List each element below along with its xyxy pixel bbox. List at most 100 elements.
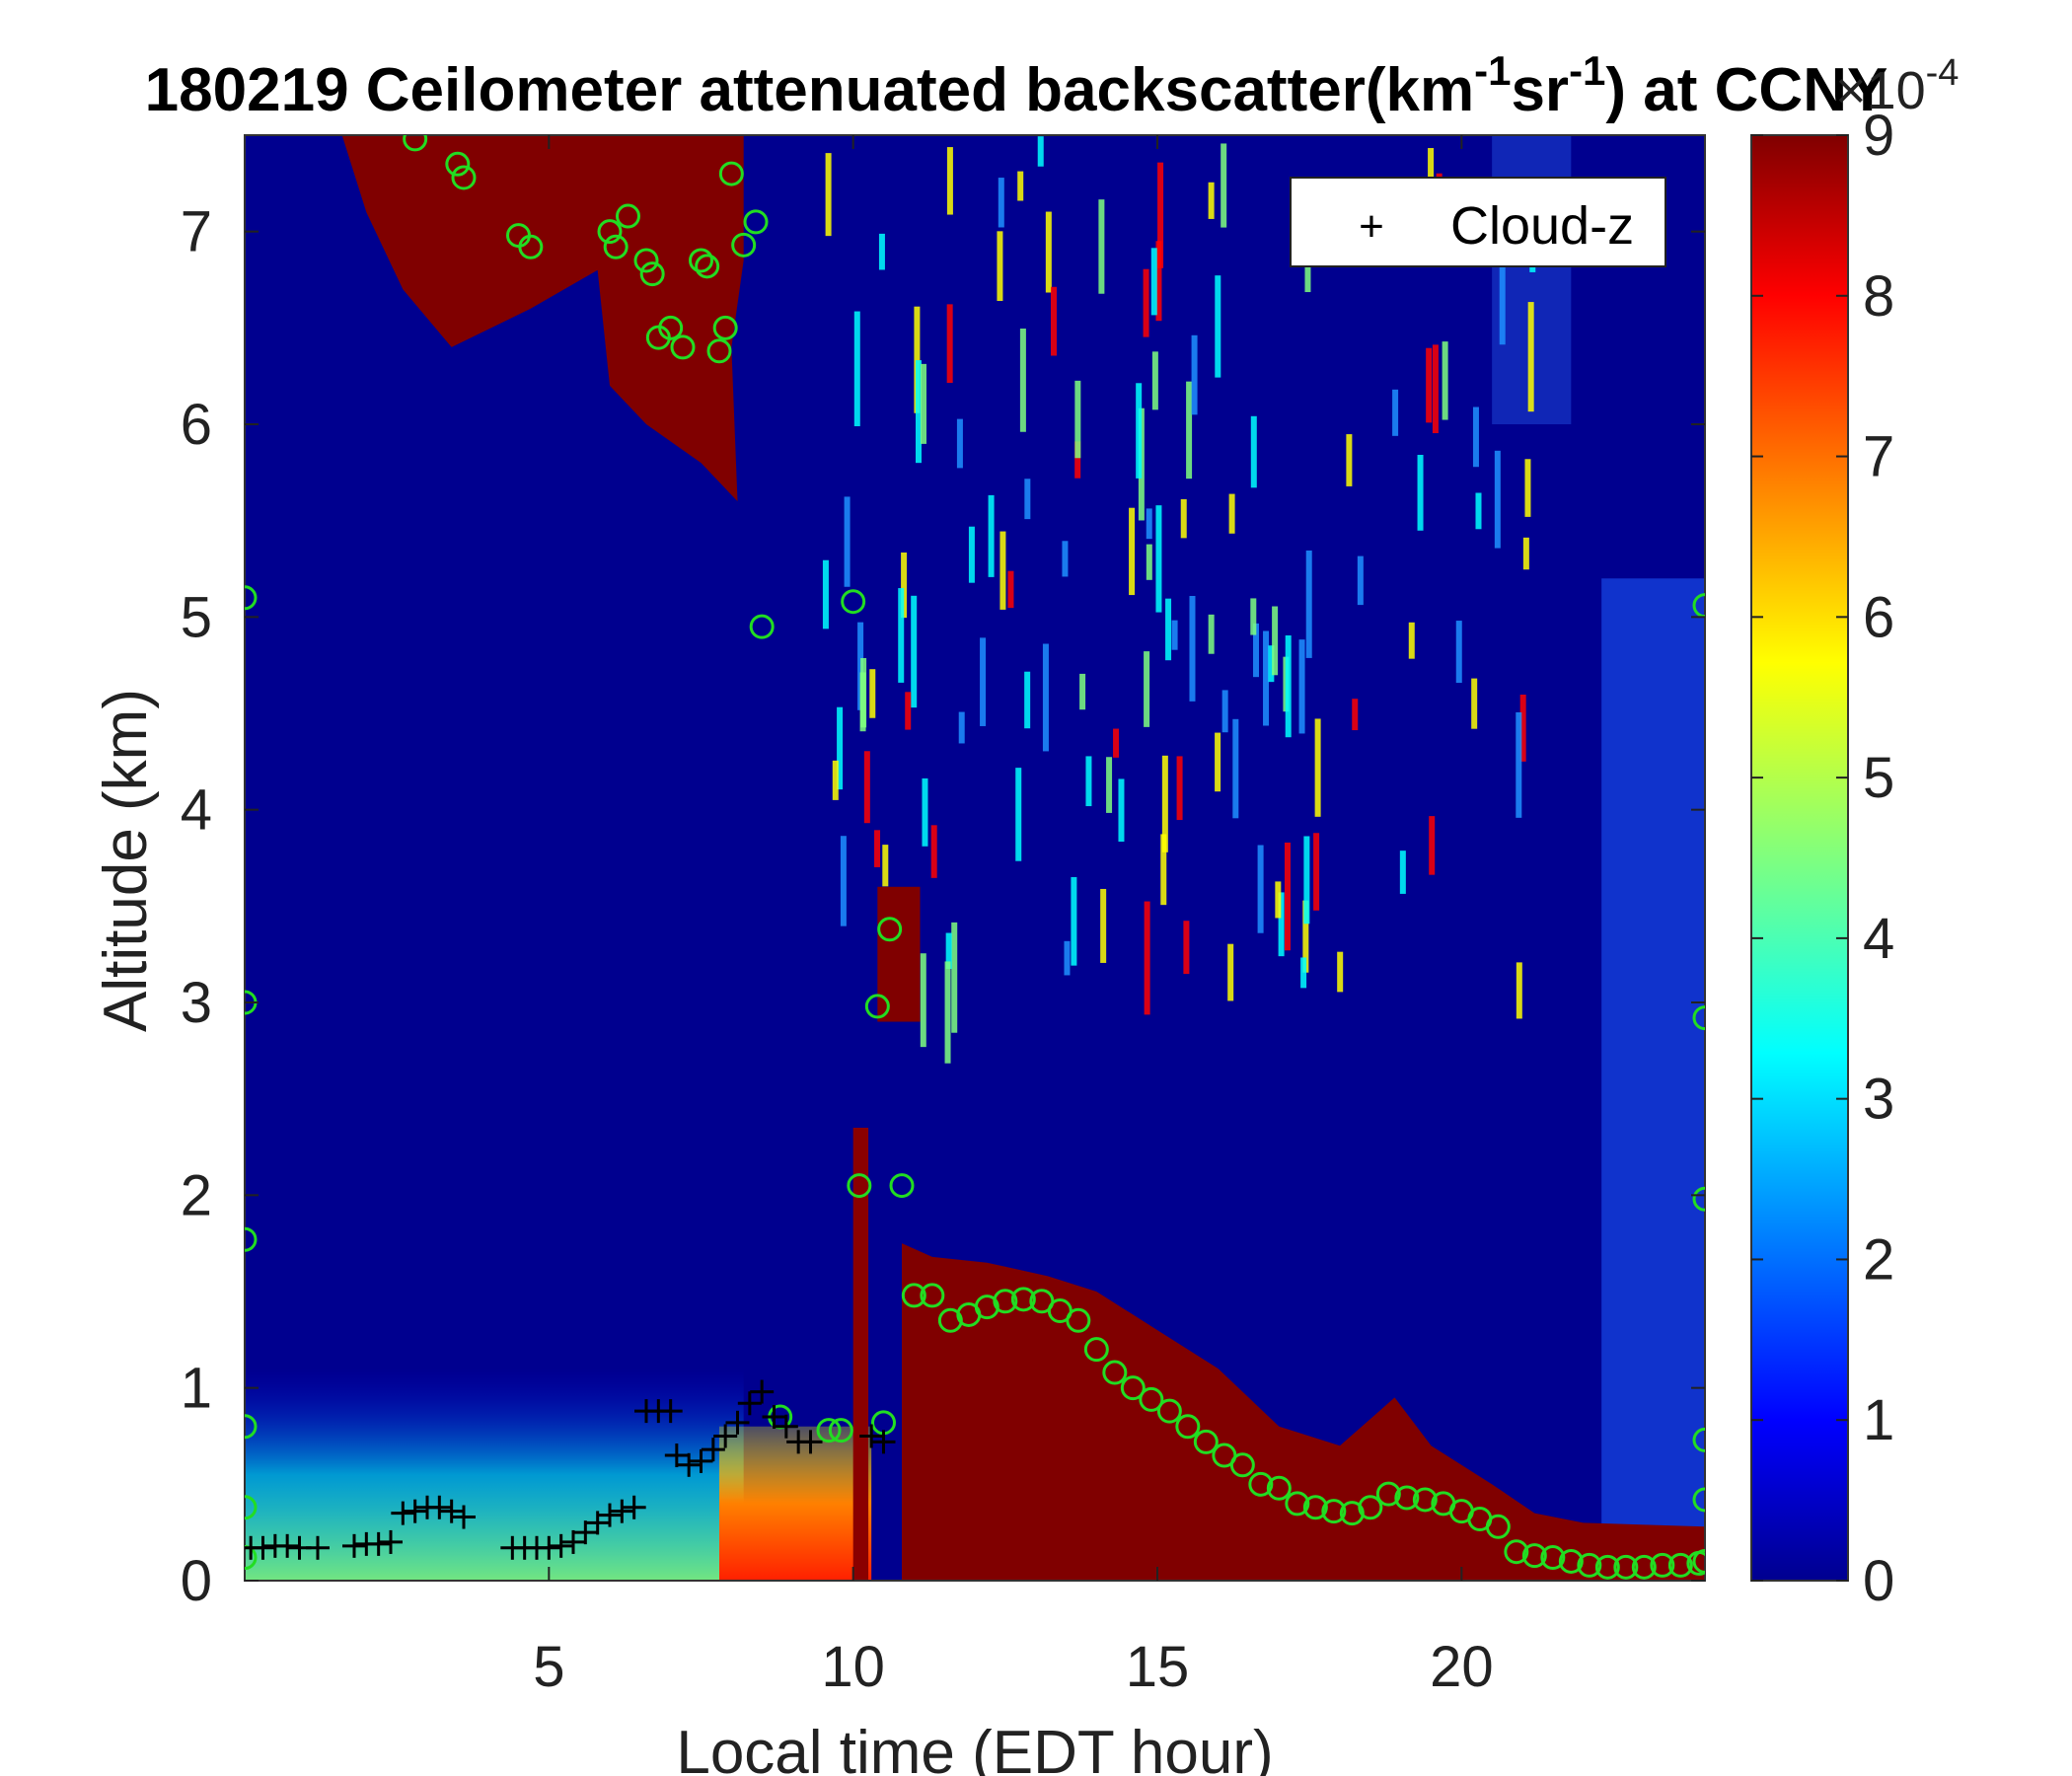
streak-texture — [1098, 199, 1105, 294]
plot-frame — [244, 134, 1706, 1582]
legend-marker: + — [1359, 202, 1384, 251]
streak-texture — [1064, 940, 1071, 976]
cloud-z-marker — [391, 1501, 415, 1525]
streak-texture — [1399, 851, 1406, 894]
streak-texture — [1313, 833, 1320, 911]
streak-texture — [968, 526, 975, 583]
y-tick-label: 0 — [181, 1549, 212, 1613]
pbl-height-marker — [1692, 1186, 1705, 1212]
streak-texture — [898, 588, 905, 683]
cloud-z-marker — [427, 1495, 452, 1519]
streak-texture — [944, 961, 951, 1064]
streak-texture — [1285, 635, 1292, 738]
colorbar-tick-label: 8 — [1863, 264, 1894, 329]
streak-texture — [1392, 389, 1399, 436]
streak-texture — [878, 233, 885, 270]
pbl-height-marker — [445, 151, 471, 177]
colorbar-tick-label: 6 — [1863, 585, 1894, 649]
streak-texture — [1191, 334, 1198, 415]
streak-texture — [1442, 341, 1448, 420]
streak-texture — [1300, 957, 1307, 989]
streak-texture — [945, 932, 952, 970]
cloud-z-marker — [573, 1520, 598, 1545]
cloud-z-marker — [701, 1438, 725, 1462]
streak-texture — [1051, 286, 1058, 356]
streak-texture — [1136, 383, 1143, 479]
axes-layer: 5 10 15 20 0 1 2 3 4 5 6 7 — [181, 135, 1705, 1699]
streak-texture — [1417, 454, 1424, 531]
streak-texture — [980, 637, 987, 726]
streak-texture — [1189, 596, 1196, 702]
upper-cloud-texture — [341, 135, 744, 502]
streak-texture — [1516, 711, 1522, 818]
streak-texture — [1171, 620, 1178, 650]
cloud-z-marker — [713, 1424, 738, 1448]
plot-area — [244, 134, 1706, 1582]
streak-texture — [837, 706, 844, 790]
pbl-height-marker — [901, 1283, 926, 1308]
pbl-height-marker — [1229, 1452, 1255, 1478]
plume-texture — [852, 1127, 869, 1581]
streak-texture — [1352, 699, 1359, 731]
y-tick-label: 7 — [181, 200, 212, 264]
streak-texture — [1250, 415, 1257, 488]
y-tick-label: 4 — [181, 778, 212, 843]
streak-texture — [1278, 892, 1285, 957]
colorbar-ticks: 0 1 2 3 4 5 6 7 8 9 — [1751, 104, 1894, 1613]
streak-texture — [1146, 544, 1152, 580]
streak-texture — [822, 559, 829, 629]
streak-texture — [859, 672, 866, 732]
streak-texture — [1074, 441, 1081, 479]
streak-texture — [1007, 570, 1014, 609]
pbl-height-marker — [1302, 1495, 1328, 1520]
pbl-height-marker — [1412, 1487, 1438, 1513]
pbl-height-marker — [1692, 1427, 1705, 1452]
streak-texture — [1522, 537, 1529, 570]
pbl-height-marker — [1521, 1543, 1547, 1569]
streak-texture — [1268, 645, 1275, 683]
streak-texture — [857, 622, 864, 710]
colorbar-tick-label: 9 — [1863, 104, 1894, 168]
cloud-z-marker — [664, 1443, 689, 1468]
streak-texture — [946, 147, 953, 215]
streak-texture — [1221, 143, 1227, 228]
pbl-height-marker — [889, 1173, 915, 1199]
streak-texture — [1228, 493, 1235, 534]
cloud-z-marker — [750, 1379, 775, 1404]
pbl-height-marker — [1686, 1550, 1705, 1576]
cloud-z-marker — [366, 1531, 391, 1556]
streak-texture — [1143, 268, 1149, 337]
pbl-height-marker — [1285, 1491, 1310, 1517]
cloud-z-marker — [549, 1533, 573, 1558]
pbl-height-marker — [1692, 1548, 1705, 1574]
streak-texture — [1113, 728, 1120, 758]
cloud-z-marker — [689, 1448, 713, 1473]
streak-texture — [1155, 241, 1162, 322]
streak-texture — [1208, 182, 1215, 219]
colorbar-gradient — [1750, 134, 1849, 1582]
pbl-height-marker — [1631, 1554, 1657, 1580]
streak-texture — [958, 711, 965, 744]
pbl-height-marker — [1613, 1554, 1639, 1580]
cloud-z-marker — [677, 1452, 702, 1477]
streak-texture — [1037, 136, 1044, 167]
streak-texture — [1079, 673, 1086, 710]
pbl-height-marker — [828, 1418, 853, 1443]
pbl-height-marker — [1193, 1429, 1219, 1454]
streak-texture — [1257, 845, 1264, 933]
x-tick-label: 5 — [533, 1635, 564, 1699]
mid-cloud-texture — [877, 886, 921, 1022]
streak-texture — [1183, 921, 1190, 975]
streak-texture — [951, 922, 958, 1033]
streak-texture — [1024, 671, 1031, 729]
pbl-height-marker — [1266, 1475, 1292, 1501]
colorbar: 0 1 2 3 4 5 6 7 8 9 ×10-4 — [1750, 52, 1959, 1613]
x-tick-label: 15 — [1126, 1635, 1190, 1699]
pbl-height-marker — [658, 315, 684, 340]
streak-texture — [1475, 492, 1482, 530]
x-axis-label: Local time (EDT hour) — [676, 1719, 1273, 1776]
legend-label: Cloud-z — [1450, 196, 1634, 256]
x-tick-label: 10 — [821, 1635, 885, 1699]
pbl-height-marker — [603, 234, 629, 259]
